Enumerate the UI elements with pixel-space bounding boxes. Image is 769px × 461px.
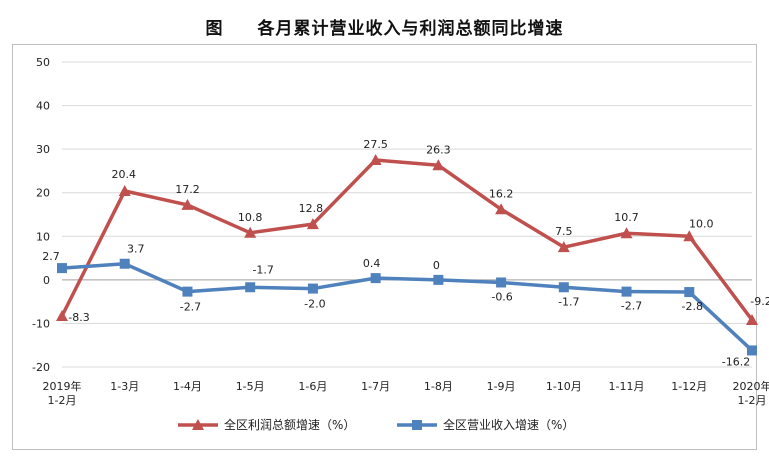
legend-marker-square — [412, 420, 422, 430]
data-point-square — [245, 282, 256, 293]
x-tick-label: 1-9月 — [487, 380, 516, 393]
data-label: -2.7 — [621, 300, 642, 313]
chart-title: 图 各月累计营业收入与利润总额同比增速 — [0, 14, 769, 39]
data-label: -2.0 — [304, 298, 325, 311]
series-line — [61, 261, 754, 352]
y-tick-label: -20 — [32, 361, 50, 374]
data-point-triangle — [181, 198, 194, 210]
y-tick-label: 10 — [36, 230, 50, 243]
data-label: 2.7 — [42, 250, 60, 263]
y-tick-label: 20 — [36, 187, 50, 200]
x-tick-label: 1-5月 — [236, 380, 265, 393]
figure-prefix: 图 — [205, 19, 224, 39]
data-point-triangle — [56, 310, 68, 322]
legend-label: 全区营业收入增速（%） — [443, 417, 574, 432]
data-point-square — [433, 274, 444, 285]
x-tick-label: 1-12月 — [671, 380, 707, 393]
data-point-square — [119, 258, 130, 269]
data-label: 20.4 — [111, 168, 136, 181]
data-point-square — [684, 287, 695, 298]
data-label: 26.3 — [426, 143, 451, 156]
data-label: -2.8 — [682, 300, 703, 313]
data-label: -2.7 — [180, 301, 201, 314]
data-label: 3.7 — [127, 243, 145, 256]
chart-title-text: 各月累计营业收入与利润总额同比增速 — [257, 19, 564, 39]
data-point-square — [496, 277, 507, 288]
data-point-triangle — [746, 313, 758, 325]
data-point-triangle — [495, 203, 508, 215]
legend-marker-triangle — [192, 419, 204, 430]
data-point-triangle — [118, 184, 131, 196]
data-label: -1.7 — [252, 263, 273, 276]
data-label: 10.0 — [689, 217, 714, 230]
data-point-triangle — [683, 230, 696, 242]
data-label: -8.3 — [68, 311, 89, 324]
data-label: -1.7 — [558, 295, 579, 308]
data-point-triangle — [432, 159, 445, 171]
data-label: -0.6 — [491, 290, 512, 303]
data-label: -16.2 — [722, 355, 750, 368]
y-tick-label: 40 — [36, 100, 50, 113]
data-point-triangle — [557, 241, 570, 253]
data-point-triangle — [369, 154, 382, 166]
y-tick-label: 30 — [36, 143, 50, 156]
data-point-square — [621, 286, 632, 297]
data-point-square — [57, 263, 67, 274]
data-point-triangle — [306, 218, 319, 230]
y-tick-label: 50 — [36, 56, 50, 69]
y-tick-label: 0 — [43, 274, 50, 287]
data-label: 12.8 — [299, 202, 324, 215]
data-point-triangle — [620, 227, 633, 239]
series-line — [60, 158, 754, 321]
data-label: 0.4 — [363, 257, 381, 270]
data-point-square — [747, 345, 757, 356]
data-point-square — [307, 283, 318, 294]
data-point-square — [370, 273, 381, 284]
data-label: 10.7 — [614, 211, 639, 224]
x-tick-label: 1-3月 — [110, 380, 139, 393]
x-tick-label: 1-8月 — [424, 380, 453, 393]
data-label: -9.2 — [750, 295, 769, 308]
data-label: 17.2 — [175, 183, 200, 196]
x-tick-label: 2019年 1-2月 — [43, 379, 82, 407]
data-label: 10.8 — [238, 211, 263, 224]
data-point-square — [182, 286, 193, 297]
legend-label: 全区利润总额增速（%） — [224, 417, 355, 432]
x-tick-label: 1-4月 — [173, 380, 202, 393]
x-tick-label: 1-10月 — [546, 380, 582, 393]
y-tick-label: -10 — [32, 317, 50, 330]
x-tick-label: 1-7月 — [361, 380, 390, 393]
data-point-square — [558, 282, 569, 293]
data-point-triangle — [244, 226, 257, 238]
chart-frame — [12, 44, 757, 450]
x-tick-label: 2020年 1-2月 — [733, 379, 769, 407]
x-tick-label: 1-11月 — [609, 380, 645, 393]
x-tick-label: 1-6月 — [298, 380, 327, 393]
data-label: 0 — [433, 259, 440, 272]
data-label: 27.5 — [363, 138, 388, 151]
data-label: 7.5 — [555, 225, 573, 238]
data-label: 16.2 — [489, 187, 514, 200]
